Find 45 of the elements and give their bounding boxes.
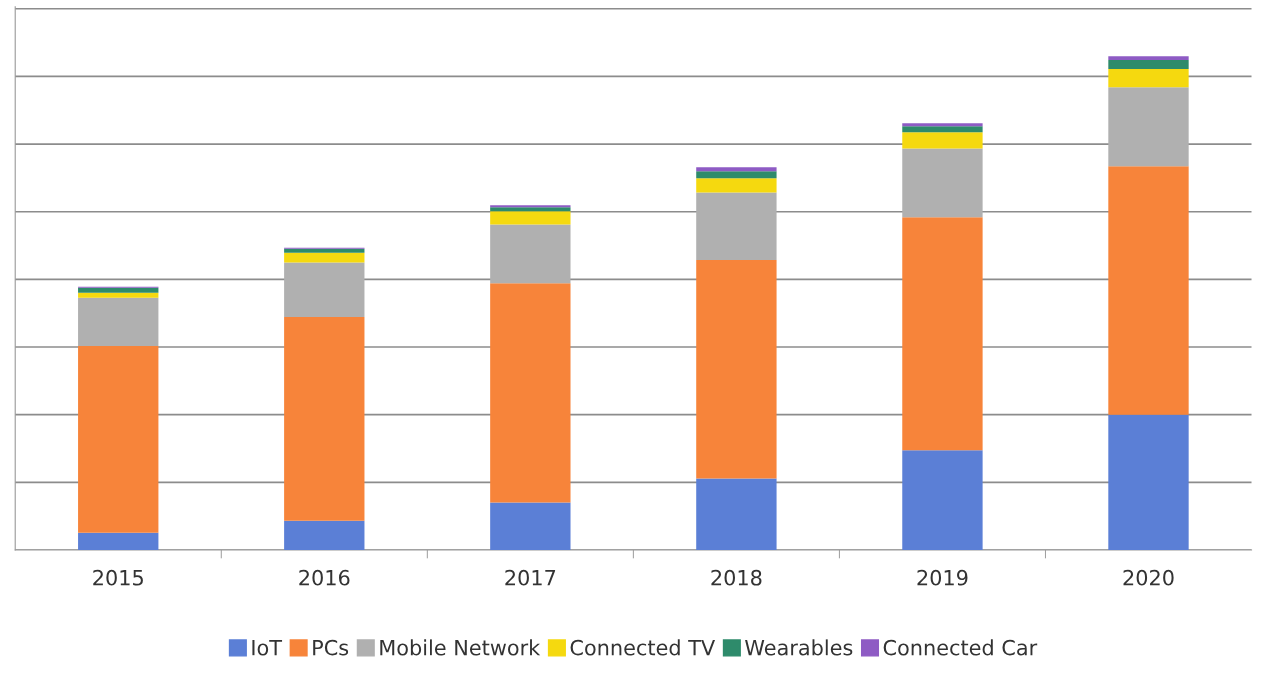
x-tick-label: 2020	[1123, 569, 1174, 586]
bar	[284, 252, 365, 263]
bar	[902, 126, 983, 133]
x-tick-label: 2018	[711, 569, 762, 586]
bar	[490, 211, 571, 225]
bar	[284, 316, 365, 521]
bar	[696, 478, 777, 550]
bar	[1108, 56, 1189, 61]
legend-label: Connected TV	[570, 639, 716, 656]
bar	[1108, 166, 1189, 415]
x-tick-label: 2017	[505, 569, 556, 586]
bar	[78, 287, 159, 293]
bar	[902, 450, 983, 550]
legend-label: Connected Car	[883, 639, 1038, 656]
legend-label: IoT	[252, 640, 283, 656]
bar	[696, 192, 777, 261]
bar	[78, 346, 159, 533]
bar	[490, 502, 571, 550]
bar	[902, 217, 983, 451]
bar	[1108, 87, 1189, 167]
legend-label: PCs	[313, 639, 349, 656]
bar	[490, 283, 571, 503]
bar	[1108, 414, 1189, 550]
bar	[78, 292, 159, 298]
bar	[78, 297, 159, 347]
bar	[1108, 60, 1189, 70]
bar	[284, 520, 365, 550]
x-tick-label: 2015	[93, 569, 143, 586]
legend-label: Wearables	[745, 639, 853, 656]
bar	[490, 207, 571, 212]
bar	[902, 132, 983, 149]
bar	[696, 260, 777, 479]
bar	[696, 167, 777, 172]
bar	[284, 248, 365, 253]
bar	[696, 178, 777, 193]
bar	[490, 224, 571, 284]
legend-label: Mobile Network	[380, 639, 541, 656]
x-tick-label: 2016	[299, 569, 350, 586]
bar	[902, 148, 983, 218]
bar	[284, 262, 365, 317]
bar	[78, 532, 159, 550]
x-tick-label: 2019	[917, 569, 968, 586]
bar	[902, 123, 983, 127]
bar	[696, 171, 777, 179]
bar	[1108, 69, 1189, 88]
